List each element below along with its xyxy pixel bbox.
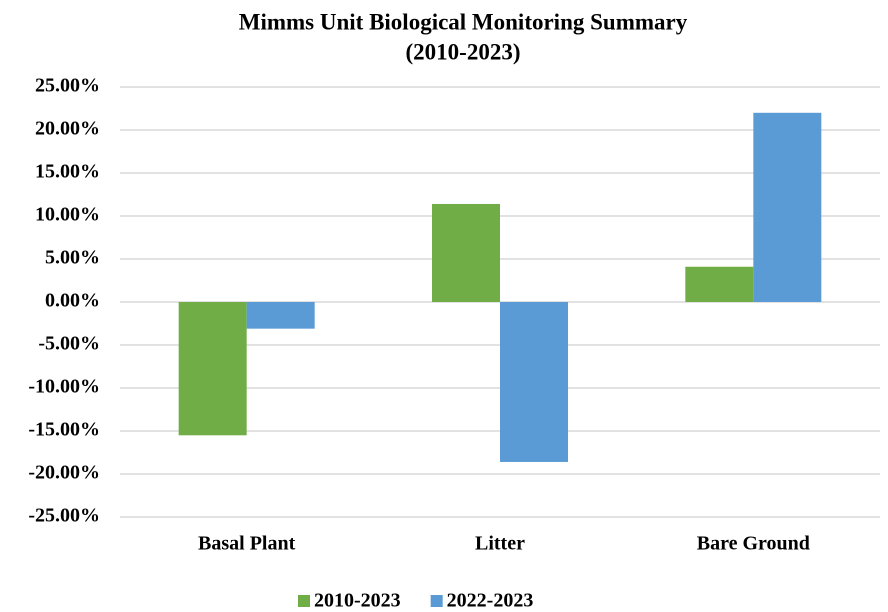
y-tick-label: 10.00% [35,204,100,226]
y-tick-label: 25.00% [35,75,100,97]
legend-swatch [298,595,310,607]
y-tick-label: -25.00% [28,505,100,527]
legend-swatch [430,595,443,607]
y-tick-label: -5.00% [38,333,100,355]
y-tick-label: 5.00% [45,247,100,269]
y-tick-label: -20.00% [28,462,100,484]
bar [178,302,247,436]
y-tick-label: 20.00% [35,118,100,140]
bar [246,302,315,329]
bar [432,203,500,302]
bar [685,266,754,302]
y-tick-label: 15.00% [35,161,100,183]
x-tick-label: Bare Ground [697,533,810,555]
legend-label: 2010-2023 [314,590,401,612]
bar [500,302,568,462]
chart-title: Mimms Unit Biological Monitoring Summary [239,9,688,34]
y-tick-label: -10.00% [28,376,100,398]
y-tick-label: -15.00% [28,419,100,441]
x-tick-label: Basal Plant [198,533,296,555]
x-tick-label: Litter [475,533,525,555]
bar [753,112,822,302]
legend-label: 2022-2023 [447,590,534,612]
chart-title: (2010-2023) [406,39,521,64]
y-tick-label: 0.00% [45,290,100,312]
